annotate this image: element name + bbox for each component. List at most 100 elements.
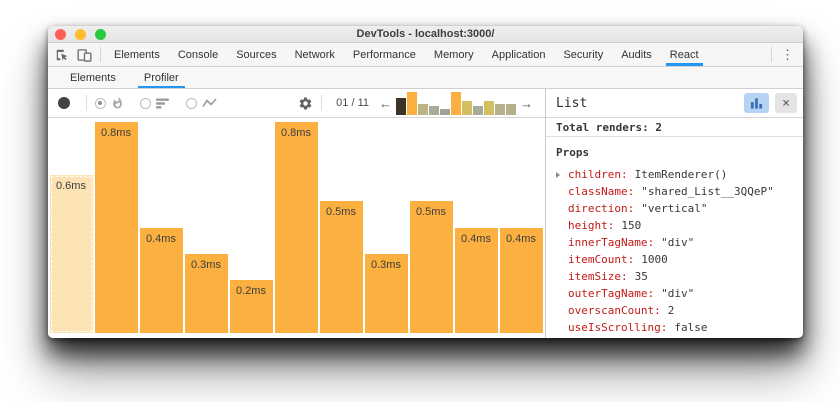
expand-arrow-icon[interactable]	[556, 325, 568, 331]
radio-icon	[186, 97, 197, 109]
toolbar-divider	[321, 95, 323, 111]
prop-row[interactable]: direction "vertical"	[556, 200, 793, 217]
snapshot-mini-bar[interactable]	[429, 106, 439, 115]
commit-bar[interactable]: 0.4ms	[500, 227, 543, 333]
prop-row[interactable]: useIsScrolling false	[556, 319, 793, 336]
devtools-tab[interactable]: Audits	[612, 43, 661, 66]
total-renders-label: Total renders:	[556, 121, 649, 134]
snapshot-mini-bar[interactable]	[484, 100, 494, 115]
devtools-tab[interactable]: Security	[554, 43, 612, 66]
inspect-element-icon[interactable]	[55, 48, 69, 62]
devtools-tab[interactable]: Performance	[344, 43, 425, 66]
devtools-tab-label: Memory	[433, 48, 474, 61]
prop-row[interactable]: height 150	[556, 217, 793, 234]
prop-row[interactable]: children ItemRenderer()	[556, 166, 793, 183]
prop-key: overscanCount	[568, 304, 661, 317]
devtools-tab-label: Network	[294, 48, 335, 61]
expand-arrow-icon[interactable]	[556, 240, 568, 246]
close-details-icon[interactable]: ×	[775, 93, 797, 113]
snapshot-mini-bar[interactable]	[506, 103, 516, 115]
expand-arrow-icon[interactable]	[556, 257, 568, 263]
prop-value: ItemRenderer()	[634, 168, 728, 181]
bar-duration-label: 0.2ms	[236, 285, 266, 298]
prop-row[interactable]: outerTagName "div"	[556, 285, 793, 302]
commit-bar[interactable]: 0.4ms	[455, 227, 498, 333]
snapshot-mini-bar[interactable]	[462, 100, 472, 115]
snapshot-mini-bar[interactable]	[418, 103, 428, 115]
devtools-tab[interactable]: Elements	[105, 43, 169, 66]
snapshot-mini-bar[interactable]	[440, 109, 450, 115]
devtools-tab-label: Audits	[621, 48, 652, 61]
snapshot-mini-bar[interactable]	[451, 92, 461, 115]
expand-arrow-icon[interactable]	[556, 308, 568, 314]
snapshot-mini-bar[interactable]	[495, 103, 505, 115]
radio-icon	[95, 97, 106, 109]
expand-arrow-icon[interactable]	[556, 274, 568, 280]
expand-arrow-icon[interactable]	[556, 223, 568, 229]
window-titlebar[interactable]: DevTools - localhost:3000/	[48, 26, 803, 43]
profiler-settings-gear-icon[interactable]	[298, 96, 313, 111]
props-section: Props children ItemRenderer()	[546, 137, 803, 338]
commit-bar[interactable]: 0.3ms	[365, 253, 408, 333]
devtools-tab[interactable]: Network	[286, 43, 344, 66]
snapshot-mini-bar[interactable]	[396, 97, 406, 115]
commit-bar[interactable]: 0.5ms	[410, 201, 453, 333]
bar-duration-label: 0.3ms	[191, 258, 221, 271]
prop-row[interactable]: innerTagName "div"	[556, 234, 793, 251]
prop-value: "shared_List__3QQeP"	[641, 185, 774, 198]
prop-row[interactable]: overscanCount 2	[556, 302, 793, 319]
prop-row[interactable]: className "shared_List__3QQeP"	[556, 183, 793, 200]
expand-arrow-icon[interactable]	[556, 206, 568, 212]
bar-duration-label: 0.4ms	[146, 232, 176, 245]
toolbar-divider	[86, 95, 87, 111]
devtools-tab-label: Security	[563, 48, 604, 61]
devtools-tab[interactable]: Sources	[227, 43, 285, 66]
prop-row[interactable]: width 300	[556, 336, 793, 338]
window-title: DevTools - localhost:3000/	[356, 28, 495, 40]
prop-value: "vertical"	[641, 202, 708, 215]
component-chart-button[interactable]	[744, 93, 769, 113]
next-snapshot-arrow[interactable]: →	[520, 95, 533, 111]
devtools-tab[interactable]: Application	[483, 43, 555, 66]
interactions-view-option[interactable]	[186, 97, 217, 109]
minimize-window-button[interactable]	[75, 29, 86, 40]
devtools-tab[interactable]: React	[661, 43, 708, 66]
more-options-icon[interactable]: ⋮	[781, 46, 794, 62]
devtools-tab-label: Console	[177, 48, 219, 61]
react-devtools-tab-label: Elements	[70, 71, 116, 84]
prop-row[interactable]: itemSize 35	[556, 268, 793, 285]
expand-arrow-icon[interactable]	[556, 291, 568, 297]
react-devtools-tab[interactable]: Elements	[56, 67, 130, 88]
tabbar-divider	[100, 47, 101, 62]
devtools-tab-label: Application	[491, 48, 546, 61]
ranked-view-option[interactable]	[140, 97, 170, 110]
snapshot-mini-bar[interactable]	[407, 92, 417, 115]
prop-value: 1000	[641, 253, 668, 266]
devtools-tab[interactable]: Console	[169, 43, 227, 66]
record-profile-button[interactable]	[58, 97, 70, 109]
prop-value: "div"	[661, 236, 695, 249]
devtools-tab[interactable]: Memory	[425, 43, 483, 66]
prop-key: children	[568, 168, 628, 181]
tabbar-icons	[48, 43, 105, 66]
snapshot-mini-bar[interactable]	[473, 106, 483, 115]
commit-bar[interactable]: 0.3ms	[185, 253, 228, 333]
react-devtools-tab[interactable]: Profiler	[130, 67, 193, 88]
device-toolbar-icon[interactable]	[77, 48, 92, 62]
snapshot-counter: 01 / 11	[336, 97, 369, 109]
previous-snapshot-arrow[interactable]: ←	[379, 95, 392, 111]
prop-row[interactable]: itemCount 1000	[556, 251, 793, 268]
commit-bar[interactable]: 0.2ms	[230, 280, 273, 333]
expand-arrow-icon[interactable]	[556, 189, 568, 195]
expand-arrow-icon[interactable]	[556, 172, 568, 178]
zoom-window-button[interactable]	[95, 29, 106, 40]
flamegraph-view-option[interactable]	[95, 96, 124, 110]
commit-bar[interactable]: 0.4ms	[140, 227, 183, 333]
commit-bar[interactable]: 0.5ms	[320, 201, 363, 333]
commit-bar[interactable]: 0.8ms	[95, 122, 138, 333]
commit-bar[interactable]: 0.8ms	[275, 122, 318, 333]
tabbar-divider	[771, 47, 772, 62]
devtools-tab-label: Performance	[352, 48, 416, 61]
commit-bar[interactable]: 0.6ms	[50, 174, 93, 333]
close-window-button[interactable]	[55, 29, 66, 40]
